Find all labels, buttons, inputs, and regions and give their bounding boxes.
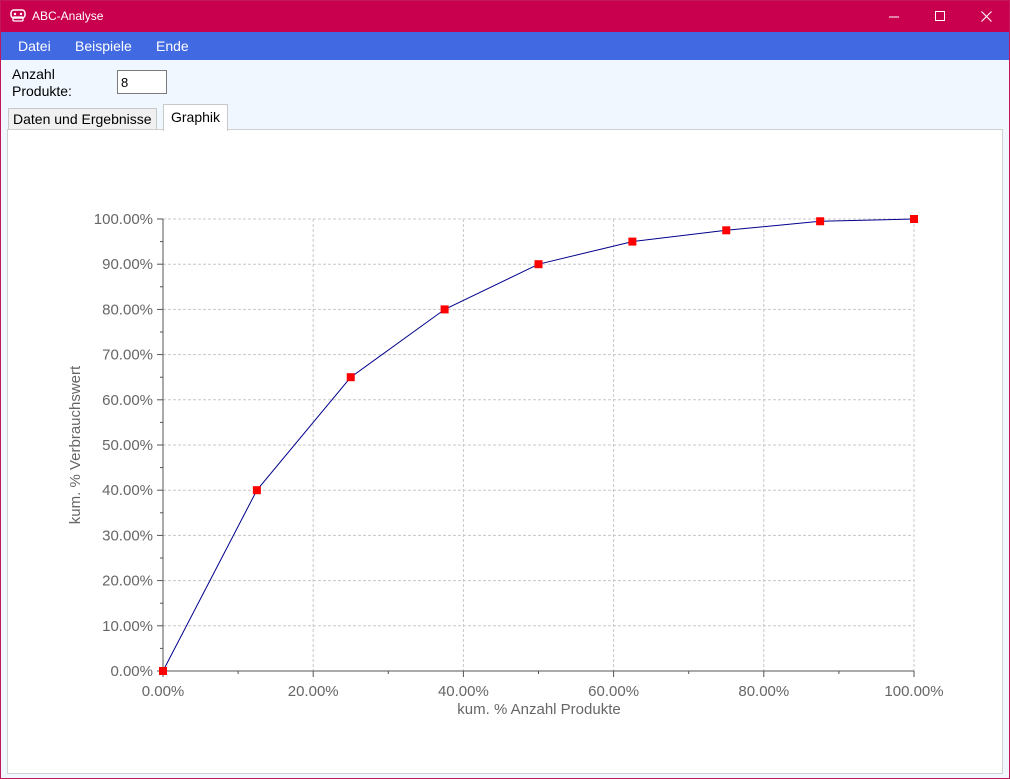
- x-tick-label: 100.00%: [884, 683, 943, 700]
- graph-tab-panel: 0.00% 10.00% 20.00% 30.00% 40.00% 50.00% 60.00…: [7, 129, 1003, 774]
- data-point: [252, 486, 261, 495]
- y-tick-label: 100.00%: [94, 211, 153, 228]
- product-count-input[interactable]: [117, 70, 167, 94]
- menu-beispiele[interactable]: Beispiele: [75, 38, 132, 54]
- minimize-icon: [888, 16, 899, 18]
- x-tick-label: 60.00%: [588, 683, 639, 700]
- menu-bar: Datei Beispiele Ende: [1, 32, 1009, 60]
- data-point: [346, 373, 355, 382]
- data-point: [440, 305, 449, 314]
- data-point: [722, 226, 731, 235]
- data-point: [628, 237, 637, 246]
- close-icon: [980, 11, 992, 22]
- axes: [157, 218, 915, 677]
- y-tick-label: 30.00%: [102, 527, 153, 544]
- x-tick-label: 20.00%: [288, 683, 339, 700]
- menu-ende[interactable]: Ende: [156, 38, 189, 54]
- data-markers: [159, 215, 918, 675]
- y-tick-label: 20.00%: [102, 573, 153, 590]
- data-point: [816, 217, 825, 226]
- x-tick-label: 80.00%: [738, 683, 789, 700]
- data-point: [534, 260, 543, 269]
- title-bar[interactable]: ABC-Analyse: [1, 1, 1009, 32]
- x-tick-label: 0.00%: [142, 683, 185, 700]
- y-tick-label: 70.00%: [102, 347, 153, 364]
- tab-daten-und-ergebnisse[interactable]: Daten und Ergebnisse: [8, 108, 157, 130]
- data-point: [159, 667, 167, 675]
- abc-curve-chart: 0.00% 10.00% 20.00% 30.00% 40.00% 50.00% 60.00…: [67, 211, 944, 718]
- close-button[interactable]: [963, 1, 1009, 32]
- y-tick-label: 50.00%: [102, 437, 153, 454]
- y-tick-label: 10.00%: [102, 618, 153, 635]
- grid-lines: [163, 218, 915, 671]
- y-tick-label: 0.00%: [110, 663, 153, 680]
- y-axis-label: kum. % Verbrauchswert: [67, 365, 84, 524]
- x-axis-label: kum. % Anzahl Produkte: [457, 701, 620, 718]
- data-point: [910, 215, 918, 223]
- y-tick-label: 60.00%: [102, 392, 153, 409]
- y-tick-label: 40.00%: [102, 482, 153, 499]
- y-tick-label: 80.00%: [102, 301, 153, 318]
- tab-graphik[interactable]: Graphik: [163, 104, 229, 131]
- minimize-button[interactable]: [871, 1, 917, 32]
- menu-datei[interactable]: Datei: [18, 38, 51, 54]
- y-tick-label: 90.00%: [102, 256, 153, 273]
- x-tick-label: 40.00%: [438, 683, 489, 700]
- maximize-button[interactable]: [917, 1, 963, 32]
- product-count-label: Anzahl Produkte:: [12, 66, 72, 99]
- app-logo-icon: [10, 9, 26, 22]
- maximize-icon: [934, 11, 945, 21]
- tick-labels: 0.00% 10.00% 20.00% 30.00% 40.00% 50.00% 60.00…: [94, 211, 944, 700]
- window-title: ABC-Analyse: [32, 9, 104, 23]
